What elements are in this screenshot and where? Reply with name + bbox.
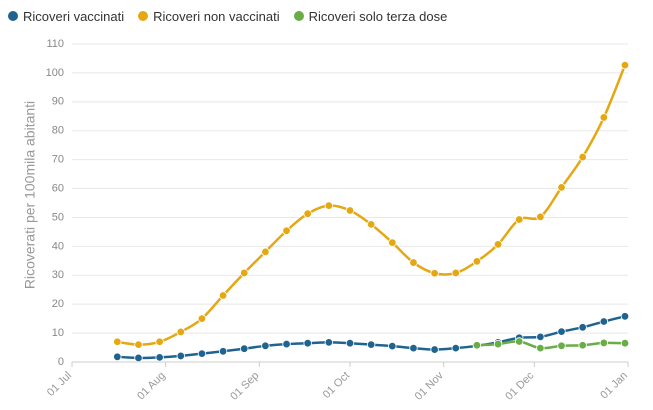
y-tick-label: 50	[52, 211, 64, 223]
x-tick-label: 01 Oct	[321, 370, 352, 401]
data-point-ricoveri-non-vaccinati[interactable]	[282, 226, 291, 235]
data-point-ricoveri-non-vaccinati[interactable]	[176, 327, 185, 337]
data-point-ricoveri-vaccinati[interactable]	[451, 343, 460, 353]
y-tick-label: 40	[52, 240, 64, 252]
data-point-ricoveri-vaccinati[interactable]	[113, 352, 122, 361]
data-point-ricoveri-solo-terza-dose[interactable]	[620, 339, 630, 348]
y-tick-label: 0	[58, 356, 64, 368]
legend-swatch-vaccinati	[8, 11, 18, 21]
y-tick-label: 70	[52, 154, 64, 166]
y-tick-label: 90	[52, 96, 64, 108]
data-point-ricoveri-vaccinati[interactable]	[303, 339, 312, 348]
legend: Ricoveri vaccinati Ricoveri non vaccinat…	[8, 6, 447, 26]
x-tick-label: 01 Sep	[228, 370, 261, 403]
y-tick-label: 80	[52, 125, 64, 137]
y-tick-label: 110	[46, 38, 64, 50]
data-point-ricoveri-vaccinati[interactable]	[599, 317, 609, 326]
data-point-ricoveri-solo-terza-dose[interactable]	[578, 341, 587, 350]
data-point-ricoveri-non-vaccinati[interactable]	[155, 337, 164, 346]
x-tick-label: 01 Jul	[45, 370, 74, 399]
legend-label-vaccinati: Ricoveri vaccinati	[23, 8, 125, 24]
y-tick-label: 10	[52, 327, 64, 339]
data-point-ricoveri-vaccinati[interactable]	[282, 339, 291, 349]
data-point-ricoveri-solo-terza-dose[interactable]	[557, 341, 566, 351]
data-point-ricoveri-vaccinati[interactable]	[366, 340, 376, 349]
data-point-ricoveri-non-vaccinati[interactable]	[388, 238, 397, 247]
data-point-ricoveri-vaccinati[interactable]	[155, 353, 164, 362]
data-point-ricoveri-solo-terza-dose[interactable]	[599, 338, 609, 348]
x-tick-label: 01 Aug	[135, 370, 168, 403]
data-point-ricoveri-vaccinati[interactable]	[430, 345, 439, 354]
data-point-ricoveri-non-vaccinati[interactable]	[472, 257, 482, 266]
data-point-ricoveri-non-vaccinati[interactable]	[599, 113, 609, 122]
data-point-ricoveri-vaccinati[interactable]	[176, 351, 185, 361]
data-point-ricoveri-solo-terza-dose[interactable]	[536, 343, 545, 353]
series-line-ricoveri-non-vaccinati	[116, 63, 627, 346]
x-axis-ticks: 01 Jul 01 Aug 01 Sep 01 Oct 01 Nov 01 Dec 01 J…	[45, 362, 630, 403]
data-point-ricoveri-non-vaccinati[interactable]	[515, 215, 524, 224]
data-point-ricoveri-solo-terza-dose[interactable]	[493, 339, 503, 349]
data-point-ricoveri-non-vaccinati[interactable]	[134, 340, 143, 349]
legend-item-terza-dose[interactable]: Ricoveri solo terza dose	[293, 8, 448, 24]
data-point-ricoveri-vaccinati[interactable]	[536, 332, 545, 342]
data-point-ricoveri-vaccinati[interactable]	[240, 344, 249, 353]
data-point-ricoveri-vaccinati[interactable]	[261, 341, 270, 351]
data-point-ricoveri-vaccinati[interactable]	[345, 339, 355, 348]
data-point-ricoveri-vaccinati[interactable]	[218, 347, 228, 356]
legend-label-non-vaccinati: Ricoveri non vaccinati	[153, 8, 280, 24]
legend-label-terza-dose: Ricoveri solo terza dose	[308, 8, 448, 24]
data-point-ricoveri-vaccinati[interactable]	[409, 343, 418, 353]
data-point-ricoveri-non-vaccinati[interactable]	[620, 60, 630, 70]
y-axis-title: Ricoverati per 100mila abitanti	[22, 101, 38, 289]
data-point-ricoveri-non-vaccinati[interactable]	[113, 337, 122, 346]
data-point-ricoveri-solo-terza-dose[interactable]	[515, 337, 524, 346]
x-tick-label: 01 Nov	[413, 369, 446, 402]
x-tick-label: 01 Dec	[503, 369, 536, 402]
data-point-ricoveri-non-vaccinati[interactable]	[557, 183, 566, 192]
data-point-ricoveri-non-vaccinati[interactable]	[197, 314, 207, 323]
data-point-ricoveri-vaccinati[interactable]	[620, 312, 630, 321]
y-tick-label: 20	[52, 298, 64, 310]
data-point-ricoveri-vaccinati[interactable]	[197, 349, 207, 358]
data-point-ricoveri-non-vaccinati[interactable]	[261, 247, 270, 257]
data-point-ricoveri-non-vaccinati[interactable]	[430, 269, 439, 278]
data-point-ricoveri-non-vaccinati[interactable]	[578, 152, 587, 162]
data-point-ricoveri-non-vaccinati[interactable]	[536, 212, 545, 222]
data-point-ricoveri-vaccinati[interactable]	[557, 327, 566, 336]
data-point-ricoveri-vaccinati[interactable]	[134, 353, 143, 363]
y-axis-ticks: 0 10 20 30 40 50 60 70 80 90 100 110	[46, 38, 64, 368]
grid-lines	[72, 43, 628, 363]
data-point-ricoveri-non-vaccinati[interactable]	[409, 258, 418, 267]
legend-swatch-non-vaccinati	[138, 11, 149, 21]
data-point-ricoveri-non-vaccinati[interactable]	[366, 220, 376, 229]
y-tick-label: 100	[46, 67, 64, 79]
legend-swatch-terza-dose	[293, 11, 304, 21]
legend-item-vaccinati[interactable]: Ricoveri vaccinati	[8, 9, 124, 24]
series-line-ricoveri-vaccinati	[116, 315, 627, 360]
series-layer	[113, 60, 630, 363]
data-point-ricoveri-non-vaccinati[interactable]	[303, 209, 312, 218]
data-point-ricoveri-solo-terza-dose[interactable]	[472, 341, 482, 350]
data-point-ricoveri-non-vaccinati[interactable]	[240, 268, 249, 278]
data-point-ricoveri-non-vaccinati[interactable]	[345, 206, 355, 215]
data-point-ricoveri-non-vaccinati[interactable]	[324, 201, 334, 210]
data-point-ricoveri-non-vaccinati[interactable]	[218, 291, 228, 300]
data-point-ricoveri-vaccinati[interactable]	[388, 341, 397, 351]
legend-item-non-vaccinati[interactable]: Ricoveri non vaccinati	[138, 8, 280, 24]
y-tick-label: 60	[52, 182, 64, 194]
data-point-ricoveri-vaccinati[interactable]	[578, 323, 587, 332]
data-point-ricoveri-non-vaccinati[interactable]	[493, 240, 503, 249]
data-point-ricoveri-non-vaccinati[interactable]	[451, 268, 460, 278]
data-point-ricoveri-vaccinati[interactable]	[324, 338, 334, 347]
x-tick-label: 01 Jan	[598, 370, 630, 402]
y-tick-label: 30	[52, 269, 64, 281]
